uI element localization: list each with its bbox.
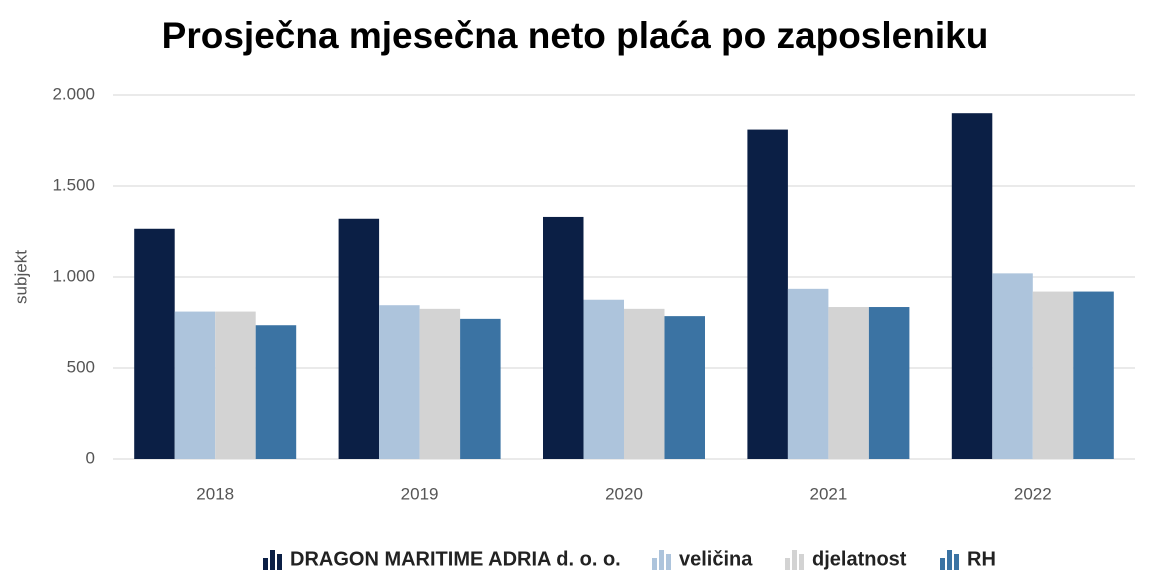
bar bbox=[379, 305, 420, 459]
legend-swatch bbox=[666, 554, 671, 570]
bar bbox=[624, 308, 665, 459]
legend-swatch bbox=[785, 558, 790, 570]
legend-swatch bbox=[277, 554, 282, 570]
y-tick-label: 2.000 bbox=[52, 84, 95, 103]
legend-swatch bbox=[270, 550, 275, 570]
y-axis-label: subjekt bbox=[11, 250, 30, 304]
y-tick-label: 0 bbox=[86, 448, 95, 467]
bar bbox=[583, 299, 624, 459]
bar bbox=[338, 218, 380, 459]
y-tick-label: 500 bbox=[67, 357, 95, 376]
y-tick-label: 1.500 bbox=[52, 175, 95, 194]
legend-label: RH bbox=[967, 548, 996, 570]
bar bbox=[215, 311, 256, 459]
legend-swatch bbox=[263, 558, 268, 570]
legend-swatch bbox=[799, 554, 804, 570]
bar bbox=[460, 318, 501, 459]
x-tick-label: 2021 bbox=[809, 484, 847, 503]
bar bbox=[664, 316, 705, 459]
bar bbox=[992, 273, 1033, 459]
legend-swatch bbox=[947, 550, 952, 570]
bar bbox=[1073, 291, 1114, 459]
x-tick-label: 2020 bbox=[605, 484, 643, 503]
x-tick-label: 2019 bbox=[401, 484, 439, 503]
legend-label: veličina bbox=[679, 548, 753, 570]
chart-title: Prosječna mjesečna neto plaća po zaposle… bbox=[162, 15, 989, 56]
legend-swatch bbox=[652, 558, 657, 570]
bar bbox=[787, 288, 829, 459]
bar bbox=[543, 216, 584, 459]
legend-swatch bbox=[659, 550, 664, 570]
y-tick-label: 1.000 bbox=[52, 266, 95, 285]
bar bbox=[747, 129, 788, 459]
bar bbox=[1032, 291, 1074, 459]
x-tick-label: 2022 bbox=[1014, 484, 1052, 503]
legend-label: DRAGON MARITIME ADRIA d. o. o. bbox=[290, 548, 621, 570]
bar bbox=[419, 308, 461, 459]
x-tick-label: 2018 bbox=[196, 484, 234, 503]
legend-swatch bbox=[792, 550, 797, 570]
bar bbox=[868, 307, 910, 459]
legend-swatch bbox=[954, 554, 959, 570]
bar bbox=[134, 228, 175, 459]
legend-label: djelatnost bbox=[812, 548, 907, 570]
legend-swatch bbox=[940, 558, 945, 570]
bar bbox=[951, 113, 993, 459]
bar bbox=[255, 325, 297, 459]
bar bbox=[174, 311, 216, 459]
bar bbox=[828, 307, 869, 459]
